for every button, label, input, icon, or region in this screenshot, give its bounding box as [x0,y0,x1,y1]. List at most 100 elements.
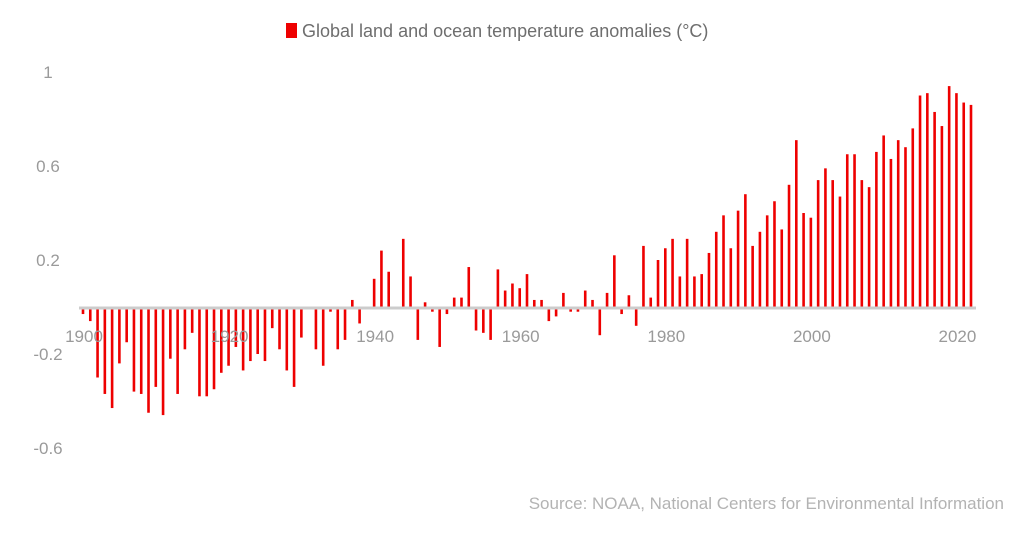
bar-1963 [540,299,543,307]
x-tick-label: 1900 [65,327,103,346]
bar-2012 [896,140,900,307]
chart-legend: Global land and ocean temperature anomal… [286,21,708,41]
bar-1986 [707,252,711,307]
source-note: Source: NOAA, National Centers for Envir… [529,494,1004,513]
bar-1954 [474,307,478,331]
bar-1925 [263,307,267,362]
bar-1966 [562,292,565,307]
bar-1998 [795,140,798,307]
bar-1997 [787,184,791,307]
bar-1918 [212,307,216,390]
bar-1942 [387,271,390,307]
bar-1944 [401,238,405,307]
bar-1926 [270,307,274,329]
bar-1987 [714,231,718,307]
x-tick-label: 1940 [356,327,394,346]
bar-1964 [547,307,551,322]
bar-1953 [467,267,471,307]
bar-1985 [700,274,703,307]
bar-2002 [824,168,827,307]
bar-1928 [285,307,289,371]
bar-1913 [176,307,179,394]
bar-2005 [845,154,849,307]
bar-1921 [234,307,238,347]
bar-1983 [685,238,689,307]
bar-1977 [642,245,645,307]
bar-1924 [256,307,259,354]
bar-1902 [96,307,99,378]
bar-1911 [161,307,165,416]
bar-1957 [496,269,500,307]
bar-1910 [154,307,158,387]
bar-1903 [103,307,107,394]
bar-1955 [482,307,485,333]
bar-2019 [947,86,951,307]
bar-1927 [278,307,281,350]
bar-1905 [118,307,121,364]
bar-1919 [220,307,223,373]
x-tick-label: 2000 [793,327,831,346]
bar-1993 [758,231,762,307]
bar-1994 [765,215,769,307]
bar-2018 [940,126,944,307]
y-tick-label: -0.2 [33,345,62,364]
bar-1904 [110,307,114,409]
bar-2008 [867,187,871,307]
bar-1930 [300,307,303,338]
bar-1995 [773,201,776,307]
bar-1933 [321,307,325,366]
bar-1979 [656,260,660,307]
bar-1945 [409,276,412,307]
bar-2000 [809,217,813,307]
bar-1950 [445,307,449,315]
bar-1922 [241,307,245,371]
bar-1935 [336,307,340,350]
bar-1940 [372,278,376,307]
bar-2022 [969,104,973,308]
bar-1980 [664,248,667,307]
bar-1982 [678,276,682,307]
bar-2020 [955,93,958,308]
legend-swatch [286,23,297,38]
y-tick-label: -0.6 [33,439,62,458]
bar-1962 [532,299,536,307]
bar-2021 [962,102,966,307]
bar-1914 [183,307,187,350]
bar-1900 [81,307,85,315]
bar-1960 [518,288,522,307]
x-axis-ticks: 1900 1920 1940 1960 1980 2000 2020 [65,327,976,346]
bar-1949 [438,307,441,347]
bar-1989 [729,248,733,307]
bar-1917 [205,307,209,397]
bar-2017 [933,111,936,307]
legend-label: Global land and ocean temperature anomal… [302,21,708,41]
bar-1938 [358,307,361,324]
bar-2011 [889,158,893,307]
bar-1907 [132,307,136,392]
x-tick-label: 1980 [647,327,685,346]
bar-1991 [744,194,747,307]
bar-1990 [736,210,740,307]
bar-1951 [452,297,456,307]
bar-1999 [802,213,805,307]
y-tick-label: 1 [43,63,52,82]
bar-1912 [169,307,172,359]
bar-2004 [838,196,842,307]
bar-1936 [343,307,347,340]
x-tick-label: 1960 [502,327,540,346]
bar-2015 [918,95,922,307]
bar-1976 [634,307,638,326]
y-tick-label: 0.6 [36,157,60,176]
bar-1996 [780,229,784,307]
bar-1906 [125,307,128,343]
bar-2007 [860,180,864,307]
x-tick-label: 2020 [939,327,977,346]
bar-1965 [554,307,558,317]
bar-1937 [351,299,354,307]
bar-2010 [882,135,885,307]
x-tick-label: 1920 [211,327,249,346]
bar-1981 [671,238,674,307]
bar-1941 [380,250,383,307]
bar-1901 [88,307,92,322]
bar-1958 [503,290,507,307]
